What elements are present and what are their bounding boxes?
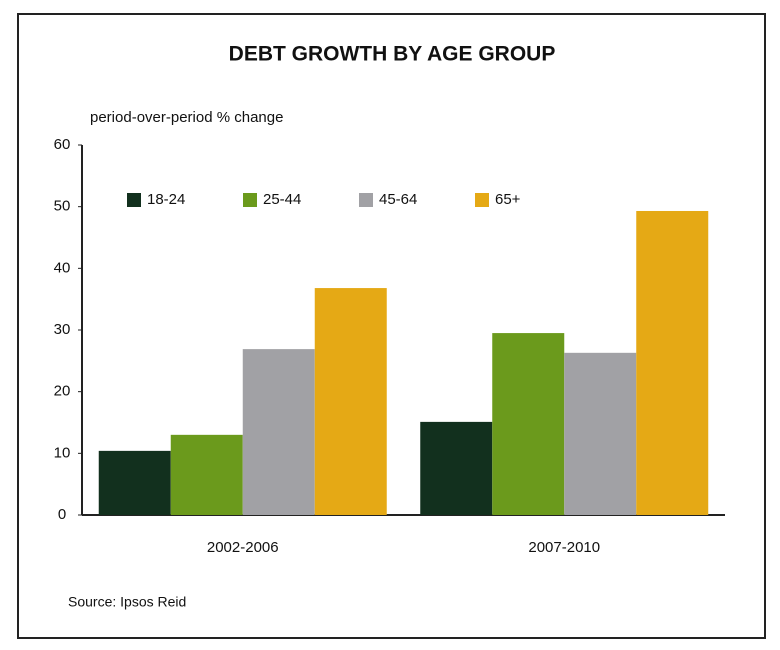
- bar: [314, 288, 387, 515]
- x-tick-label: 2007-2010: [528, 539, 600, 556]
- bar: [420, 421, 493, 515]
- bar: [636, 210, 709, 515]
- y-tick-label: 10: [54, 444, 71, 461]
- y-tick-label: 60: [54, 136, 71, 153]
- bar: [98, 450, 171, 515]
- y-tick-label: 20: [54, 383, 71, 400]
- legend-label: 18-24: [147, 191, 185, 208]
- source-note: Source: Ipsos Reid: [68, 594, 186, 610]
- bar: [492, 333, 565, 515]
- bar: [242, 349, 315, 515]
- y-tick-label: 40: [54, 259, 71, 276]
- bar: [170, 434, 243, 515]
- chart-title: DEBT GROWTH BY AGE GROUP: [229, 43, 556, 66]
- legend-label: 65+: [495, 191, 521, 208]
- y-tick-label: 0: [58, 506, 66, 523]
- legend-swatch: [475, 193, 489, 207]
- y-tick-label: 50: [54, 198, 71, 215]
- bar: [564, 352, 637, 515]
- legend-swatch: [359, 193, 373, 207]
- legend-label: 25-44: [263, 191, 301, 208]
- y-axis-label: period-over-period % change: [90, 109, 283, 126]
- legend-swatch: [243, 193, 257, 207]
- legend-label: 45-64: [379, 191, 417, 208]
- x-tick-label: 2002-2006: [207, 539, 279, 556]
- legend-swatch: [127, 193, 141, 207]
- y-tick-label: 30: [54, 321, 71, 338]
